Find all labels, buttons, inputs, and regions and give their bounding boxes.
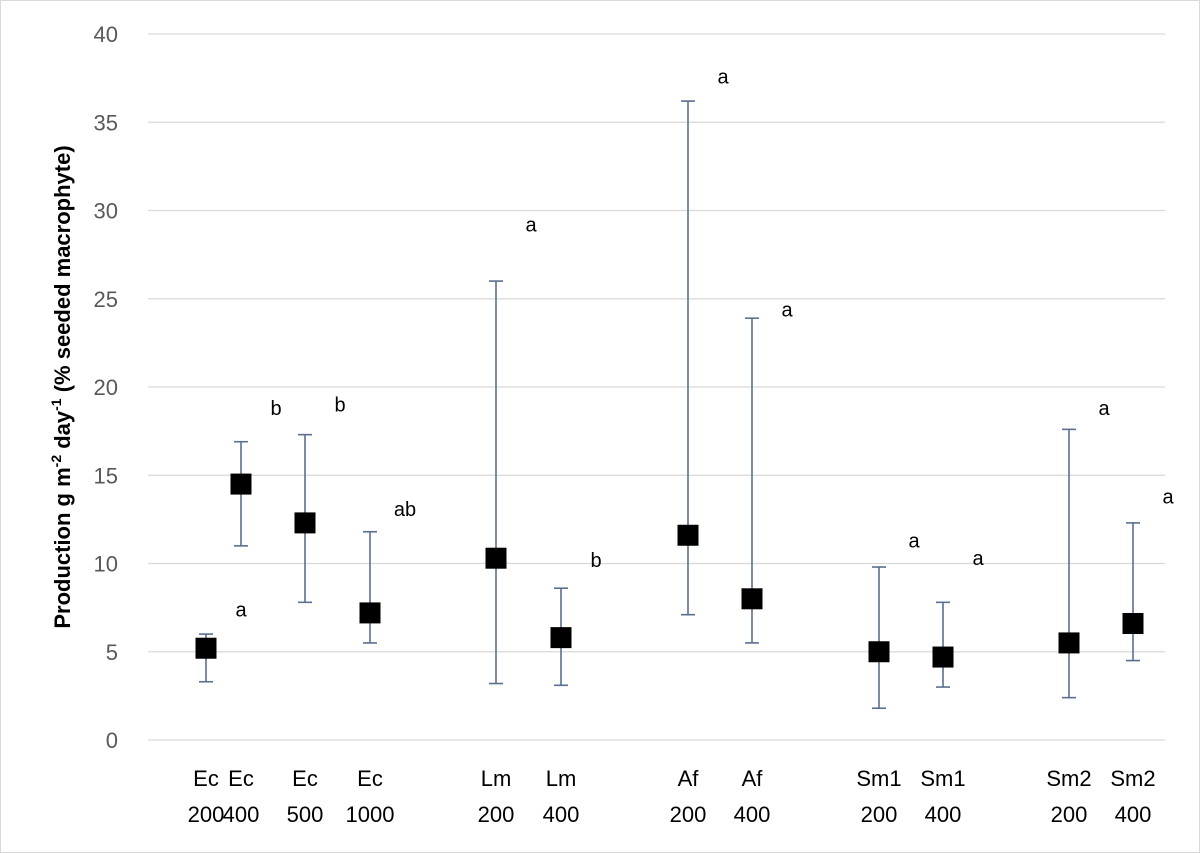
x-tick-label-line1: Lm (481, 766, 512, 791)
data-point (932, 646, 954, 668)
x-tick-label-line1: Sm2 (1046, 766, 1091, 791)
y-tick-label: 25 (94, 287, 118, 312)
y-tick-label: 0 (106, 728, 118, 753)
x-tick-label-line1: Sm2 (1110, 766, 1155, 791)
data-point (1058, 632, 1080, 654)
data-point (741, 588, 763, 610)
gridlines (148, 33, 1165, 741)
y-tick-label: 15 (94, 463, 118, 488)
y-tick-label: 40 (94, 22, 118, 47)
x-tick-label-line1: Ec (193, 766, 219, 791)
significance-label: a (972, 548, 984, 570)
data-point (230, 473, 252, 495)
significance-label: a (908, 531, 920, 553)
x-tick-label-line1: Sm1 (856, 766, 901, 791)
x-tick-label-line1: Ec (357, 766, 383, 791)
x-tick-label-line2: 400 (734, 802, 771, 827)
data-point (195, 637, 217, 659)
x-tick-label-line1: Ec (292, 766, 318, 791)
data-markers (195, 473, 1144, 668)
x-tick-label-line1: Af (678, 766, 700, 791)
significance-label: a (717, 66, 729, 88)
significance-label: b (334, 395, 345, 417)
data-point (1122, 613, 1144, 635)
x-tick-label-line2: 200 (1051, 802, 1088, 827)
data-point (677, 524, 699, 546)
x-tick-label-line2: 200 (861, 802, 898, 827)
data-point (359, 602, 381, 624)
y-tick-label: 10 (94, 552, 118, 577)
y-axis-label: Production g m-2 day-1 (% seeded macroph… (48, 145, 75, 628)
data-point (294, 512, 316, 534)
x-tick-label-line2: 1000 (346, 802, 395, 827)
significance-label: b (590, 550, 601, 572)
significance-label: a (235, 599, 247, 621)
significance-label: b (270, 398, 281, 420)
y-tick-label: 30 (94, 199, 118, 224)
y-tick-label: 20 (94, 375, 118, 400)
x-tick-label-line1: Sm1 (920, 766, 965, 791)
significance-label: ab (394, 499, 416, 521)
x-tick-label-line2: 200 (478, 802, 515, 827)
data-point (550, 627, 572, 649)
significance-label: a (1098, 398, 1110, 420)
x-tick-label-line2: 200 (670, 802, 707, 827)
x-axis-ticks: Ec200Ec400Ec500Ec1000Lm200Lm400Af200Af40… (188, 766, 1156, 827)
x-tick-label-line2: 400 (925, 802, 962, 827)
x-tick-label-line2: 500 (287, 802, 324, 827)
data-point (485, 547, 507, 569)
y-tick-label: 35 (94, 110, 118, 135)
significance-label: a (781, 299, 793, 321)
significance-label: a (525, 215, 537, 237)
significance-label: a (1162, 486, 1174, 508)
data-point (868, 641, 890, 663)
x-tick-label-line1: Ec (228, 766, 254, 791)
x-tick-label-line1: Af (742, 766, 764, 791)
x-tick-label-line2: 400 (1115, 802, 1152, 827)
x-tick-label-line2: 400 (223, 802, 260, 827)
y-tick-label: 5 (106, 640, 118, 665)
x-tick-label-line2: 200 (188, 802, 225, 827)
x-tick-label-line1: Lm (546, 766, 577, 791)
y-axis-ticks: 0 5 10 15 20 25 30 35 40 (94, 22, 118, 753)
x-tick-label-line2: 400 (543, 802, 580, 827)
